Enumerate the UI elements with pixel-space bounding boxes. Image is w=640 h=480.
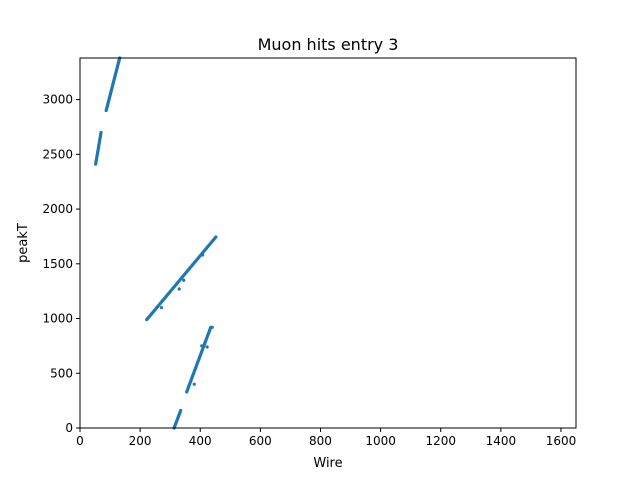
x-tick-label: 800 — [309, 434, 332, 448]
x-tick-label: 600 — [249, 434, 272, 448]
chart-title: Muon hits entry 3 — [258, 35, 399, 54]
x-axis-label: Wire — [313, 456, 342, 471]
y-axis-label: peakT — [16, 223, 31, 263]
x-tick-label: 1000 — [365, 434, 396, 448]
data-point — [182, 278, 186, 282]
x-tick-label: 1600 — [546, 434, 577, 448]
data-point — [214, 235, 218, 239]
y-tick-label: 0 — [65, 421, 73, 435]
axes-frame — [79, 57, 577, 429]
y-tick-label: 2500 — [42, 147, 73, 161]
x-tick-label: 0 — [76, 434, 84, 448]
y-tick-label: 1000 — [42, 312, 73, 326]
data-point — [159, 305, 164, 310]
data-point — [179, 408, 183, 413]
x-axis-ticks: 0 200 400 600 800 1000 1200 1400 1600 — [76, 428, 576, 448]
data-point — [97, 146, 101, 150]
y-axis-ticks: 0 500 1000 1500 2000 2500 3000 — [42, 93, 80, 435]
y-tick-label: 1500 — [42, 257, 73, 271]
data-point — [210, 325, 214, 329]
y-tick-label: 2000 — [42, 202, 73, 216]
x-tick-label: 400 — [189, 434, 212, 448]
data-point — [205, 345, 209, 349]
data-point — [192, 382, 196, 386]
y-tick-label: 500 — [50, 366, 73, 380]
x-tick-label: 1200 — [425, 434, 456, 448]
data-point — [99, 130, 103, 135]
scatter-points — [94, 56, 218, 430]
y-tick-label: 3000 — [42, 93, 73, 107]
x-tick-label: 200 — [129, 434, 152, 448]
x-tick-label: 1400 — [486, 434, 517, 448]
data-point — [200, 344, 204, 348]
data-point — [201, 253, 205, 257]
data-point — [177, 287, 181, 291]
